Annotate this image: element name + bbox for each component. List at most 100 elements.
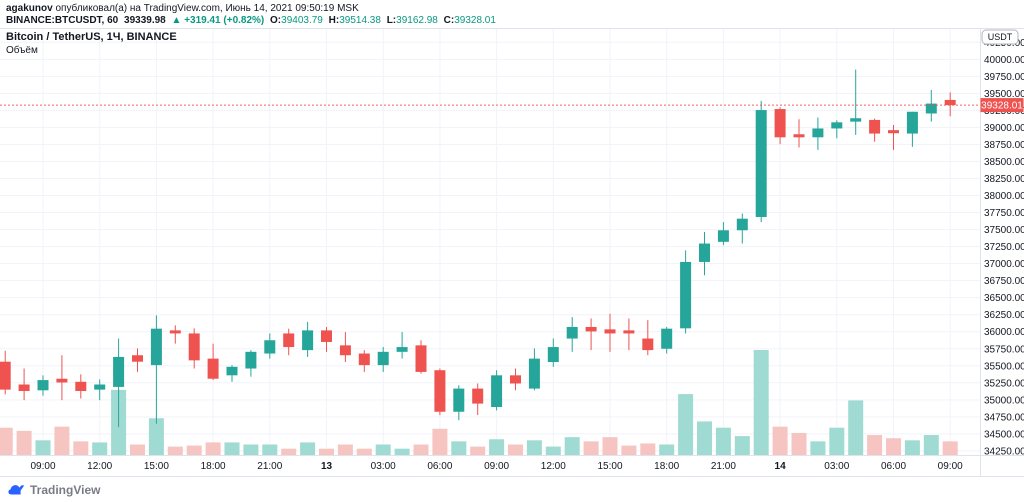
time-axis-label[interactable]: 21:00 — [257, 461, 282, 472]
volume-bar — [470, 446, 486, 455]
author-name: agakunov — [6, 3, 53, 14]
volume-bar — [848, 400, 864, 455]
close-label: C: — [443, 15, 455, 26]
candle-body — [56, 378, 68, 383]
candle-body — [472, 388, 484, 404]
time-axis-label[interactable]: 21:00 — [711, 461, 736, 472]
volume-bar — [942, 441, 958, 455]
volume-bar — [205, 442, 221, 455]
candle-body — [94, 384, 106, 390]
time-axis-label[interactable]: 12:00 — [87, 461, 112, 472]
volume-bar — [923, 435, 939, 455]
currency-badge-bg[interactable] — [981, 29, 1019, 45]
time-axis-label[interactable]: 03:00 — [371, 461, 396, 472]
volume-bar — [432, 428, 448, 455]
low-label: L: — [386, 15, 397, 26]
candle-body — [831, 122, 843, 129]
price-axis-label: 36000.00 — [984, 327, 1024, 338]
volume-bar — [0, 427, 13, 455]
volume-bar — [148, 418, 164, 455]
candle-body — [812, 128, 824, 138]
volume-bar — [810, 441, 826, 455]
candle-body — [245, 351, 257, 369]
volume-bar — [413, 444, 429, 455]
volume-bar — [375, 444, 391, 455]
candle-body — [774, 109, 786, 138]
time-axis-label[interactable]: 12:00 — [541, 461, 566, 472]
high-value: 39514.38 — [339, 15, 381, 26]
tradingview-logo-icon — [8, 485, 25, 495]
price-axis-label: 35250.00 — [984, 378, 1024, 389]
candle-body — [623, 330, 635, 334]
time-axis-label[interactable]: 09:00 — [938, 461, 963, 472]
candle-body — [888, 130, 899, 134]
candle-body — [925, 103, 937, 114]
candle-body — [755, 110, 767, 217]
time-axis-label[interactable]: 14 — [775, 461, 787, 472]
time-axis-label[interactable]: 03:00 — [824, 461, 849, 472]
time-axis-label[interactable]: 09:00 — [30, 461, 55, 472]
volume-bar — [489, 439, 505, 455]
quote-line: BINANCE:BTCUSDT, 60 39339.98 ▲ +319.41 (… — [6, 15, 1024, 27]
price-axis-label: 39750.00 — [984, 72, 1024, 83]
time-axis-label[interactable]: 18:00 — [654, 461, 679, 472]
price-axis-label: 37250.00 — [984, 242, 1024, 253]
price-axis-label: 37000.00 — [984, 259, 1024, 270]
time-axis-label[interactable]: 15:00 — [144, 461, 169, 472]
candle-body — [37, 380, 49, 391]
candle-body — [680, 261, 692, 329]
time-axis-label[interactable]: 09:00 — [484, 461, 509, 472]
volume-bar — [167, 446, 183, 455]
candle-body — [944, 99, 956, 106]
volume-bar — [356, 448, 372, 455]
volume-bar — [753, 350, 769, 455]
candle-body — [188, 333, 200, 361]
volume-bar — [186, 445, 202, 455]
volume-bar — [281, 448, 297, 455]
candle-body — [906, 111, 918, 134]
candle-body — [453, 388, 465, 412]
candle-body — [377, 351, 389, 366]
price-axis-label: 38750.00 — [984, 140, 1024, 151]
byline: agakunov опубликовал(а) на TradingView.c… — [6, 3, 1024, 15]
candle-body — [0, 361, 11, 390]
volume-bar — [130, 444, 145, 455]
volume-bar — [337, 444, 353, 455]
candle-body — [699, 243, 710, 262]
candle-body — [226, 366, 238, 376]
volume-bar — [772, 426, 788, 455]
volume-bar — [640, 443, 656, 455]
price-axis-label: 36750.00 — [984, 276, 1024, 287]
chart-canvas[interactable]: 34250.00 34500.00 34750.00 35000.00 35250.00… — [0, 28, 1024, 476]
price-change: ▲ +319.41 (+0.82%) — [171, 15, 265, 26]
candle-body — [850, 118, 862, 122]
candle-body — [510, 375, 521, 384]
volume-bar — [697, 421, 712, 455]
tradingview-logo[interactable]: TradingView — [8, 483, 100, 497]
currency-badge-label[interactable]: USDT — [988, 32, 1013, 42]
candle-body — [415, 345, 427, 372]
current-price-label-bg — [980, 98, 1024, 113]
share-header: agakunov опубликовал(а) на TradingView.c… — [0, 0, 1024, 28]
volume-bar — [73, 441, 89, 455]
last-price: 39339.98 — [124, 15, 166, 26]
candle-body — [302, 330, 314, 351]
time-axis-label[interactable]: 06:00 — [881, 461, 906, 472]
candle-body — [661, 328, 673, 349]
time-axis-label[interactable]: 06:00 — [427, 461, 452, 472]
candle-body — [585, 326, 597, 332]
time-axis-label[interactable]: 15:00 — [597, 461, 622, 472]
volume-bar — [659, 444, 675, 455]
time-axis-label[interactable]: 13 — [321, 461, 333, 472]
tradingview-brand-text: TradingView — [30, 482, 101, 497]
candle-body — [869, 119, 881, 134]
candle-body — [321, 330, 332, 342]
current-price-label: 39328.01 — [981, 101, 1023, 112]
chart-area[interactable]: 34250.00 34500.00 34750.00 35000.00 35250.00… — [0, 28, 1024, 476]
price-axis-label: 38250.00 — [984, 174, 1024, 185]
volume-bar — [734, 436, 750, 455]
volume-bar — [583, 441, 599, 455]
time-axis-label[interactable]: 18:00 — [201, 461, 226, 472]
price-axis-label: 38500.00 — [984, 157, 1024, 168]
candle-body — [793, 134, 805, 138]
